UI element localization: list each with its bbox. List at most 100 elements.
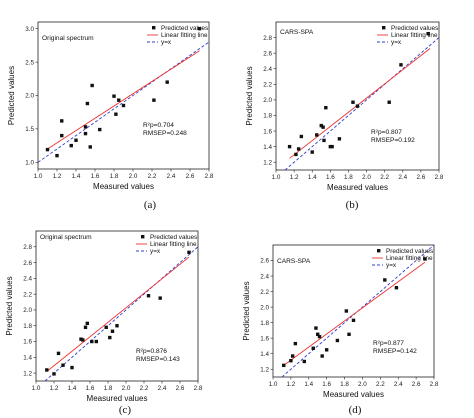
rmsep-value: RMSEP=0.142 (373, 348, 417, 355)
data-point (85, 101, 90, 106)
data-point (314, 326, 318, 330)
y-tick-label: 1.6 (260, 335, 269, 342)
x-tick-label: 1.8 (340, 381, 349, 388)
data-point (117, 98, 121, 102)
data-point (70, 365, 74, 370)
x-tick-label: 1.4 (68, 385, 77, 392)
y-tick-label: 1.0 (25, 160, 34, 167)
x-axis-label: Measured values (87, 394, 148, 403)
data-point (114, 112, 118, 116)
legend-label: Predicted values (150, 234, 197, 241)
fit-line (47, 50, 200, 150)
y-tick-label: 2.8 (263, 35, 272, 42)
y-tick-label: 2.6 (263, 50, 272, 57)
y-axis-label: Predicted values (245, 66, 254, 125)
x-tick-label: 2.4 (398, 174, 407, 181)
y-tick-label: 1.4 (23, 355, 32, 362)
y-tick-label: 1.2 (260, 366, 269, 373)
x-tick-label: 2.8 (205, 173, 214, 180)
data-point (351, 100, 355, 104)
data-point (197, 26, 202, 31)
y-axis-label: Predicted values (242, 281, 251, 340)
x-tick-label: 2.2 (376, 381, 385, 388)
data-point (316, 332, 320, 336)
data-point (293, 341, 298, 346)
y-axis-label: Predicted values (7, 66, 16, 125)
plot-frame (37, 21, 210, 170)
panel-annotation: CARS-SPA (280, 29, 314, 36)
y-tick-label: 2.0 (25, 93, 34, 100)
identity-line (284, 37, 439, 170)
data-point (79, 337, 83, 341)
rmsep-value: RMSEP=0.143 (136, 356, 180, 363)
legend-label: Predicted values (161, 25, 208, 32)
data-point (88, 145, 92, 149)
r2-value: R²p=0.704 (143, 122, 174, 129)
plot-frame (275, 21, 440, 171)
legend-label: Linear fitting line (386, 255, 433, 262)
legend-marker-points (152, 26, 156, 30)
x-tick-label: 1.2 (50, 385, 59, 392)
y-tick-label: 1.5 (25, 126, 34, 133)
data-point (394, 286, 399, 290)
data-point (83, 325, 88, 330)
x-tick-label: 1.6 (322, 381, 331, 388)
data-point (337, 137, 342, 141)
x-tick-label: 1.0 (32, 385, 41, 392)
data-point (56, 351, 61, 356)
data-point (121, 103, 126, 108)
x-tick-label: 2.6 (176, 385, 185, 392)
x-tick-label: 1.6 (91, 173, 100, 180)
r2-value: R²p=0.876 (136, 348, 167, 355)
y-tick-label: 2.2 (260, 289, 269, 296)
rmsep-value: RMSEP=0.192 (371, 137, 415, 144)
y-tick-label: 3.0 (25, 26, 34, 33)
data-point (90, 339, 94, 344)
data-point (287, 144, 292, 149)
x-tick-label: 2.8 (430, 381, 439, 388)
x-tick-label: 1.4 (72, 173, 81, 180)
data-point (115, 324, 119, 328)
data-point (146, 294, 151, 298)
data-point (317, 334, 322, 339)
x-tick-label: 1.6 (326, 174, 335, 181)
data-point (335, 338, 340, 343)
y-tick-label: 1.8 (260, 320, 269, 327)
y-tick-label: 2.0 (23, 307, 32, 314)
data-point (324, 105, 328, 110)
panel-annotation: Original spectrum (40, 234, 92, 241)
legend-label: y=x (386, 262, 397, 269)
data-point (289, 358, 293, 363)
data-point (187, 250, 191, 255)
y-tick-label: 1.8 (263, 113, 272, 120)
data-point (294, 152, 298, 157)
legend-marker-points (382, 26, 386, 30)
data-point (110, 329, 115, 333)
x-tick-label: 1.8 (344, 174, 353, 181)
data-point (45, 147, 50, 152)
y-tick-label: 1.4 (263, 144, 272, 151)
legend-label: Linear fitting line (161, 32, 208, 39)
y-tick-label: 2.6 (23, 260, 32, 267)
data-point (60, 133, 64, 138)
data-point (290, 354, 295, 358)
panel-annotation: Original spectrum (42, 35, 94, 42)
panel-label: (a) (144, 199, 157, 211)
panel-label: (b) (346, 199, 359, 211)
data-point (355, 104, 360, 108)
legend-label: y=x (391, 39, 402, 46)
identity-line (44, 246, 198, 381)
data-point (83, 125, 88, 129)
data-point (45, 368, 49, 372)
identity-line (38, 41, 209, 163)
panel-annotation: CARS-SPA (277, 258, 311, 265)
data-point (347, 332, 351, 336)
x-tick-label: 2.6 (412, 381, 421, 388)
panel-label: (d) (349, 404, 362, 416)
r2-value: R²p=0.807 (371, 129, 402, 136)
y-tick-label: 2.4 (23, 276, 32, 283)
legend-marker-points (377, 249, 381, 253)
fit-line (289, 48, 431, 159)
x-tick-label: 1.8 (110, 173, 119, 180)
